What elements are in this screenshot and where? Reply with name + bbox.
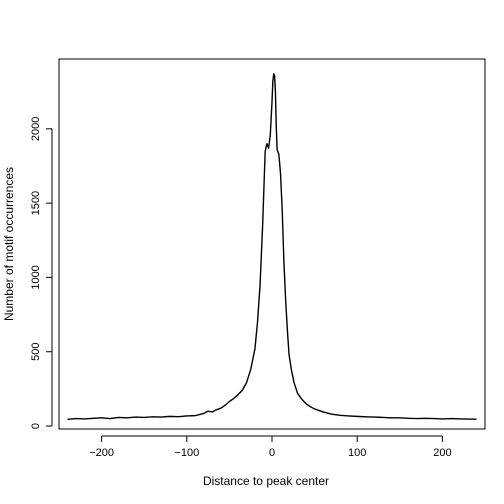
y-tick-label: 500	[30, 343, 42, 361]
y-tick-label: 0	[30, 423, 42, 429]
plot-frame	[58, 58, 486, 430]
x-axis: −200 −100 0 100 200	[89, 435, 452, 459]
y-axis-title: Number of motif occurrences	[2, 167, 16, 321]
y-tick-label: 1500	[30, 191, 42, 215]
x-tick-label: 100	[348, 447, 366, 459]
x-axis-title: Distance to peak center	[203, 474, 329, 488]
y-tick-label: 1000	[30, 265, 42, 289]
y-axis: 0 500 1000 1500 2000	[30, 117, 53, 429]
x-tick-label: −200	[89, 447, 114, 459]
series-line	[67, 73, 477, 421]
x-tick-label: 200	[433, 447, 451, 459]
x-tick-label: 0	[269, 447, 275, 459]
y-tick-label: 2000	[30, 117, 42, 141]
x-tick-label: −100	[174, 447, 199, 459]
